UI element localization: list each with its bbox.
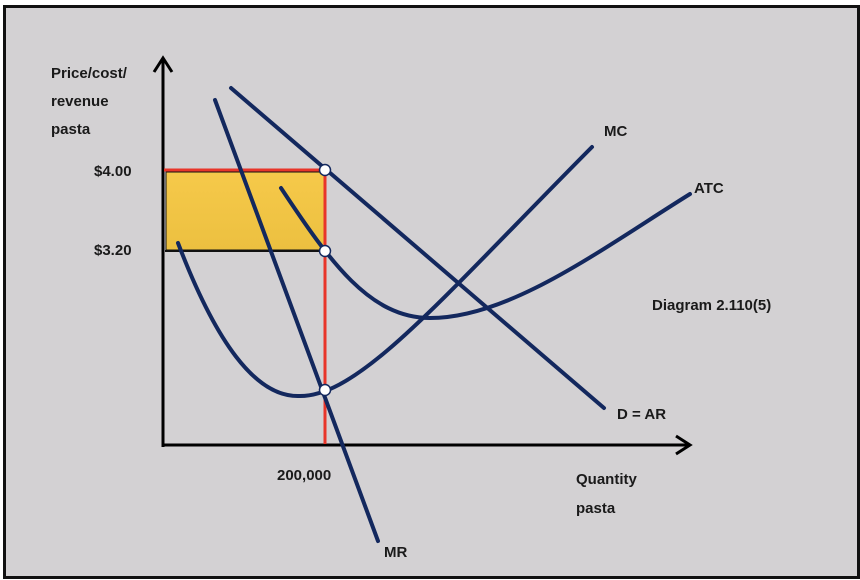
- y-axis-label-line-1: Price/cost/: [51, 65, 128, 82]
- mr-label: MR: [384, 544, 407, 561]
- atc-curve: [279, 186, 692, 321]
- mr-curve: [213, 98, 380, 543]
- quantity-label: 200,000: [277, 467, 331, 484]
- diagram-frame: [3, 5, 860, 579]
- atc-point: [318, 244, 332, 258]
- demand-label: D = AR: [617, 406, 666, 423]
- mc-label: MC: [604, 123, 627, 140]
- demand-curve: [229, 86, 606, 410]
- x-axis-arrow-icon: [675, 434, 693, 456]
- mc-mr-intersection-point: [318, 383, 332, 397]
- price-label-4: $4.00: [94, 163, 132, 180]
- price-point: [318, 163, 332, 177]
- atc-label: ATC: [694, 180, 724, 197]
- mc-curve: [176, 145, 594, 399]
- x-axis-label-line-2: pasta: [576, 500, 616, 517]
- diagram-caption: Diagram 2.110(5): [652, 297, 771, 314]
- price-label-3-20: $3.20: [94, 242, 132, 259]
- y-axis-label-line-3: pasta: [51, 121, 91, 138]
- y-axis-arrow-icon: [152, 55, 174, 73]
- x-axis-label-line-1: Quantity: [576, 471, 637, 488]
- y-axis-label-line-2: revenue: [51, 93, 109, 110]
